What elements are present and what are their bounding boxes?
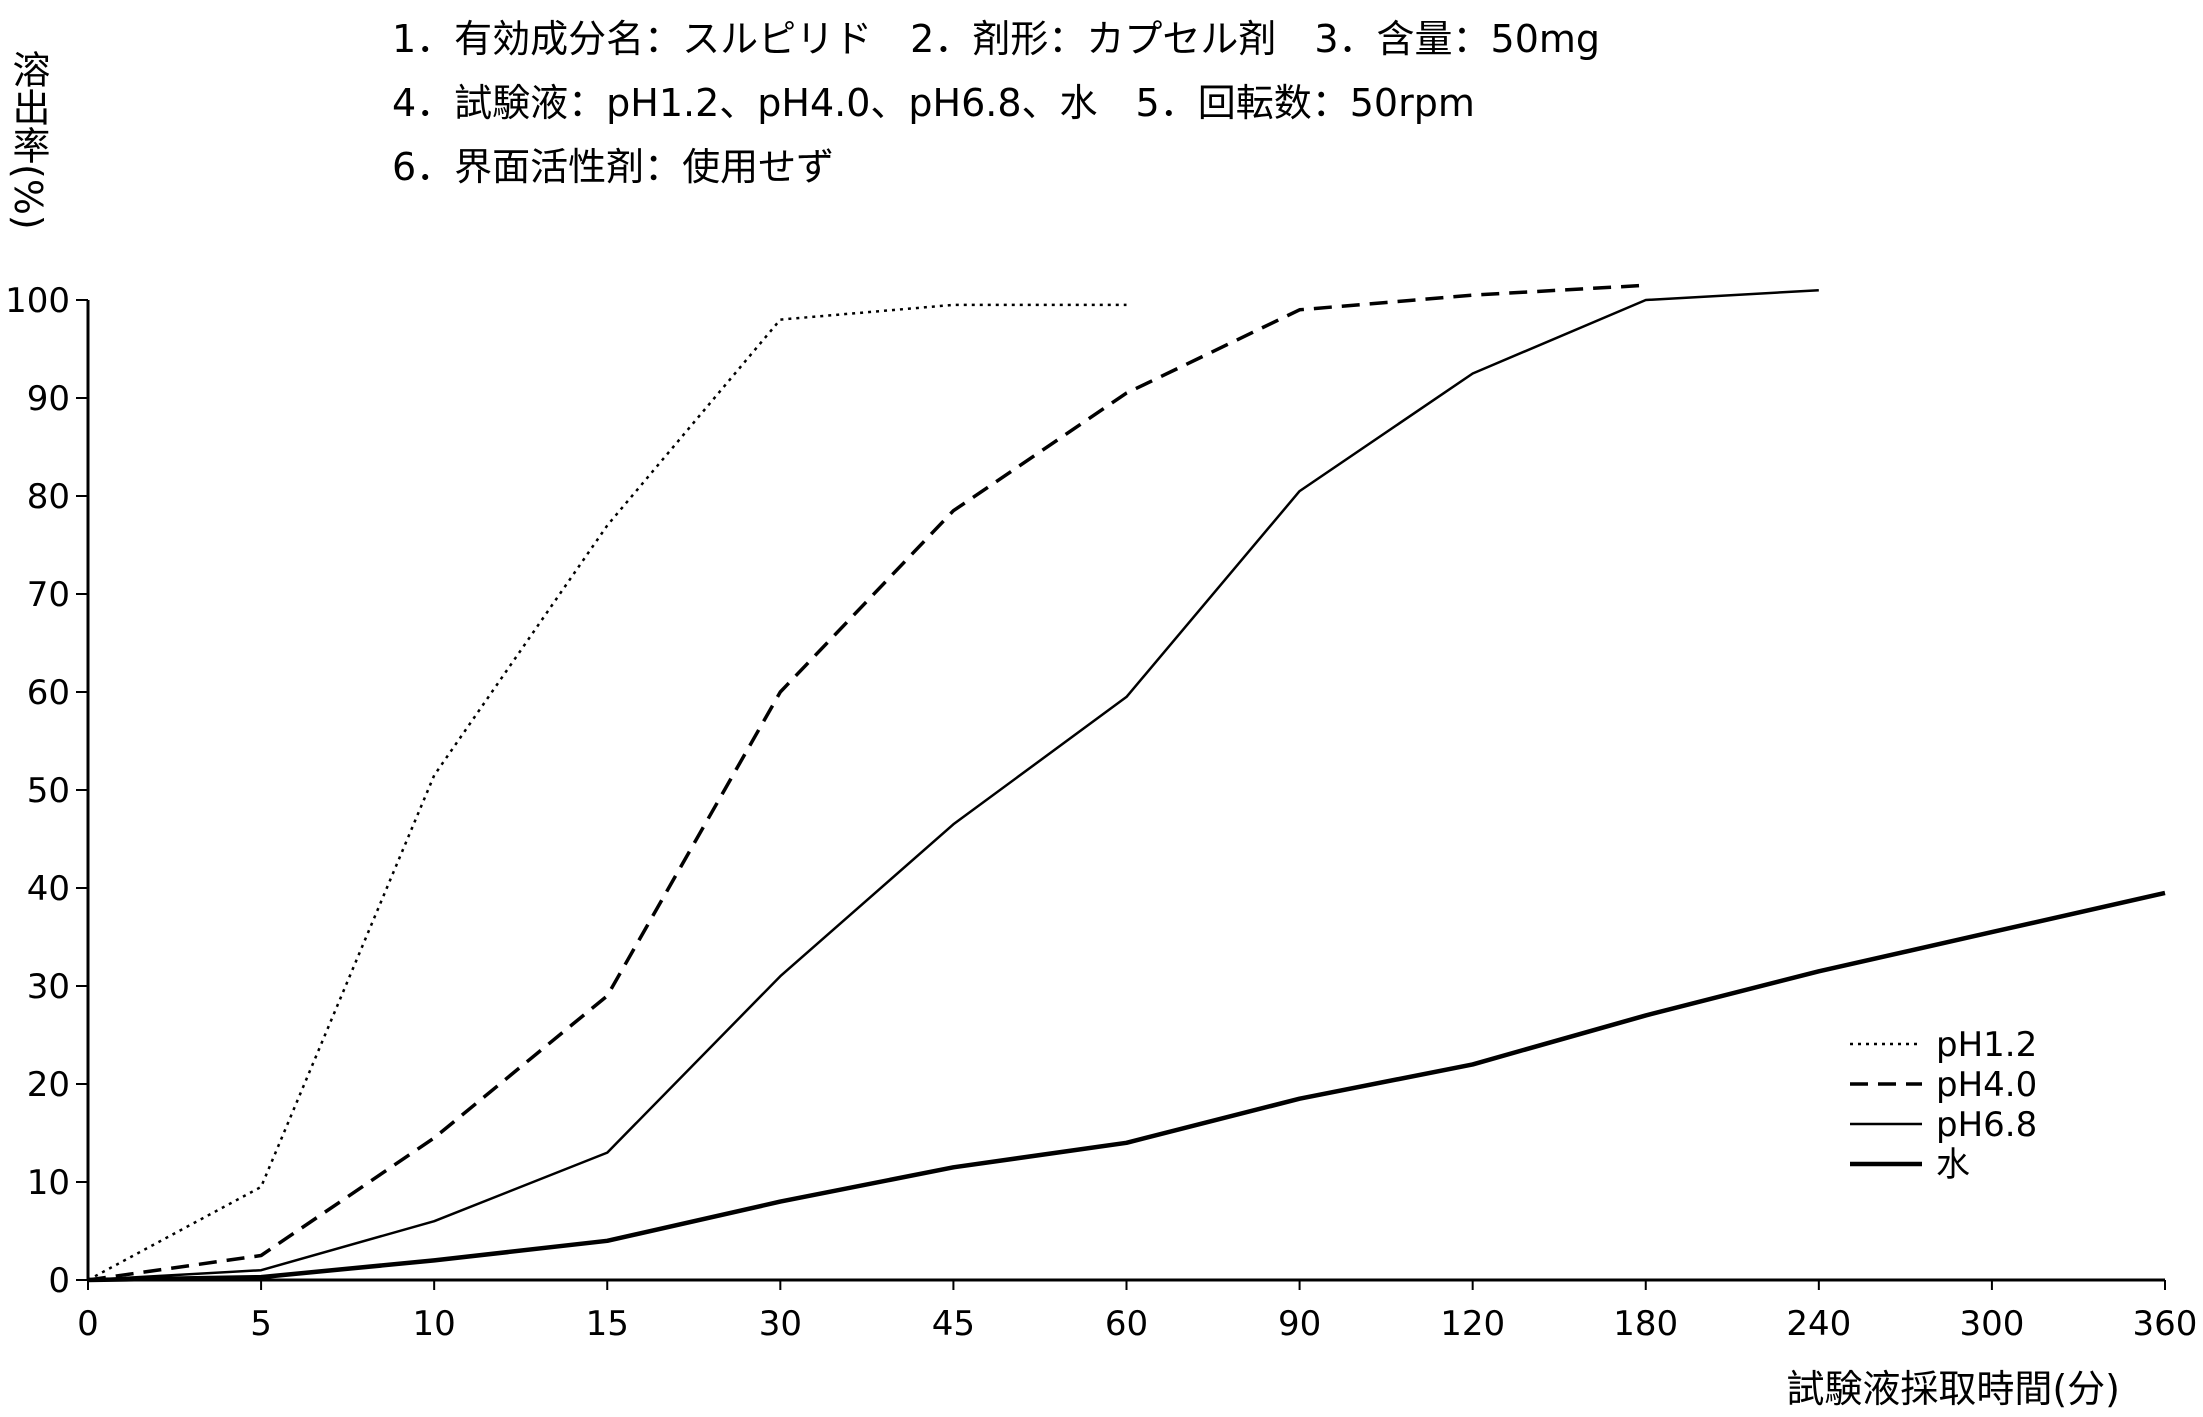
y-tick-label: 10 [27,1163,70,1203]
x-tick-label: 45 [932,1304,975,1344]
x-tick-label: 30 [759,1304,802,1344]
x-tick-label: 15 [586,1304,629,1344]
y-tick-label: 80 [27,477,70,517]
x-tick-label: 300 [1959,1304,2024,1344]
y-tick-label: 90 [27,379,70,419]
y-tick-label: 40 [27,869,70,909]
y-tick-label: 30 [27,967,70,1007]
legend-label-3: 水 [1936,1145,1970,1185]
chart-title: 1．有効成分名：スルピリド 2．剤形：カプセル剤 3．含量：50mg 4．試験液… [392,17,1600,189]
x-tick-label: 180 [1613,1304,1678,1344]
legend-label-2: pH6.8 [1936,1105,2037,1145]
series-line-2 [87,288,1819,1282]
x-tick-label: 5 [250,1304,272,1344]
y-axis-label: 溶出率(%) [6,50,50,230]
y-tick-label: 20 [27,1065,70,1105]
x-tick-label: 60 [1105,1304,1148,1344]
series-line-0 [87,303,1127,1282]
x-tick-label: 120 [1440,1304,1505,1344]
x-tick-label: 10 [413,1304,456,1344]
x-tick-label: 0 [77,1304,99,1344]
x-axis-label: 試験液採取時間(分) [1786,1367,2120,1411]
y-tick-label: 70 [27,575,70,615]
legend-label-0: pH1.2 [1936,1025,2037,1065]
y-ticks: 0 10 20 30 40 50 60 70 80 90 100 [5,281,88,1301]
series-line-1 [87,283,1646,1282]
title-line-3: 6．界面活性剤：使用せず [392,145,834,189]
x-tick-label: 240 [1786,1304,1851,1344]
y-tick-label: 60 [27,673,70,713]
legend-label-1: pH4.0 [1936,1065,2037,1105]
y-tick-label: 50 [27,771,70,811]
y-tick-label: 100 [5,281,70,321]
y-tick-label: 0 [48,1261,70,1301]
x-tick-label: 90 [1278,1304,1321,1344]
axes [86,300,2165,1282]
title-line-1: 1．有効成分名：スルピリド 2．剤形：カプセル剤 3．含量：50mg [392,17,1600,61]
x-ticks: 0 5 10 15 30 45 60 90 120 180 240 300 360 [77,1280,2197,1344]
series-line-3 [87,890,2166,1283]
series-lines [87,283,2166,1283]
x-tick-label: 360 [2133,1304,2198,1344]
title-line-2: 4．試験液：pH1.2、pH4.0、pH6.8、水 5．回転数：50rpm [392,81,1475,125]
